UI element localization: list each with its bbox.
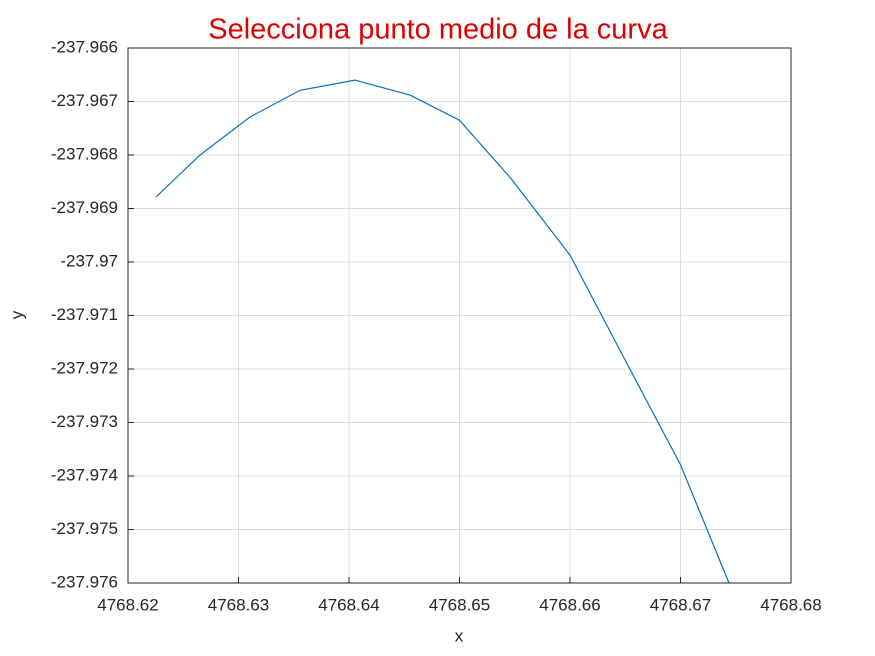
y-tick-label: -237.975 (51, 519, 118, 538)
x-axis-label: x (455, 626, 464, 645)
y-tick-label: -237.967 (51, 91, 118, 110)
y-tick-label: -237.972 (51, 358, 118, 377)
x-tick-label: 4768.67 (650, 595, 711, 614)
x-tick-label: 4768.65 (429, 595, 490, 614)
data-line (155, 79, 730, 584)
y-tick-label: -237.974 (51, 465, 118, 484)
x-tick-label: 4768.62 (97, 595, 158, 614)
y-tick-label: -237.968 (51, 144, 118, 163)
y-tick-label: -237.966 (51, 37, 118, 56)
y-tick-label: -237.97 (60, 251, 118, 270)
y-tick-label: -237.971 (51, 305, 118, 324)
chart-title: Selecciona punto medio de la curva (208, 14, 668, 46)
y-tick-label: -237.969 (51, 198, 118, 217)
plot (155, 79, 730, 584)
x-tick-label: 4768.64 (318, 595, 379, 614)
x-tick-label: 4768.63 (208, 595, 269, 614)
x-tick-label: 4768.66 (539, 595, 600, 614)
y-tick-label: -237.976 (51, 572, 118, 591)
x-tick-label: 4768.68 (760, 595, 821, 614)
y-axis-label: y (7, 310, 26, 319)
y-tick-label: -237.973 (51, 412, 118, 431)
tick-labels: 4768.62 4768.63 4768.64 4768.65 4768.66 4768.… (51, 37, 822, 614)
